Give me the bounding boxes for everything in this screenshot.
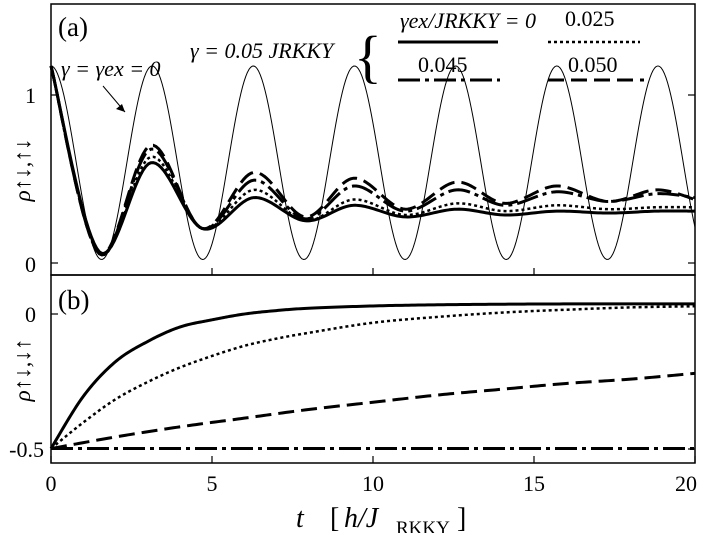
xtick-5: 5 (207, 471, 218, 496)
series-a-long-dash (49, 65, 696, 257)
series-a-dash-dot (49, 65, 696, 257)
legend-label-0045: 0.045 (418, 52, 468, 77)
xlabel-t: t (296, 503, 305, 533)
tick-marks (50, 94, 696, 463)
panel-a-label: (a) (58, 12, 88, 42)
legend-head: γex/JRKKY = 0 (400, 8, 536, 33)
xlabel-bracket-open: [ (330, 503, 339, 533)
annotation-arrowhead (116, 104, 125, 112)
xlabel-bracket-close: ] (457, 503, 466, 533)
legend-label-0025: 0.025 (565, 6, 615, 31)
xtick-10: 10 (362, 471, 384, 496)
legend-prefix: γ = 0.05 JRKKY (190, 38, 336, 63)
series-a-solid (49, 65, 696, 255)
xlabel-unit: h/J (344, 503, 380, 533)
panel-b-label: (b) (58, 285, 89, 315)
ylabel-b: ρ↑↓,↓↑ (10, 339, 35, 403)
panel-b-curves (49, 302, 696, 451)
series-a-dotted (49, 65, 696, 257)
xtick-15: 15 (523, 471, 545, 496)
ylabel-a: ρ↑↓,↑↓ (10, 139, 35, 203)
xtick-0: 0 (46, 471, 57, 496)
ytick-b-0: 0 (25, 302, 36, 327)
series-b-long-dash (50, 371, 696, 451)
series-b-dotted (50, 304, 696, 450)
ytick-b-neg: -0.5 (9, 437, 44, 462)
legend-label-0050: 0.050 (568, 52, 618, 77)
ytick-a-0: 0 (25, 252, 36, 277)
annotation-free: γ = γex = 0 (61, 56, 161, 81)
xlabel-sub: RKKY (396, 518, 450, 533)
series-a-thin (50, 65, 696, 261)
panel-a-curves (49, 65, 696, 261)
legend-brace: { (354, 24, 382, 89)
ytick-a-1: 1 (25, 83, 36, 108)
xtick-20: 20 (675, 471, 697, 496)
series-b-solid (49, 302, 695, 450)
